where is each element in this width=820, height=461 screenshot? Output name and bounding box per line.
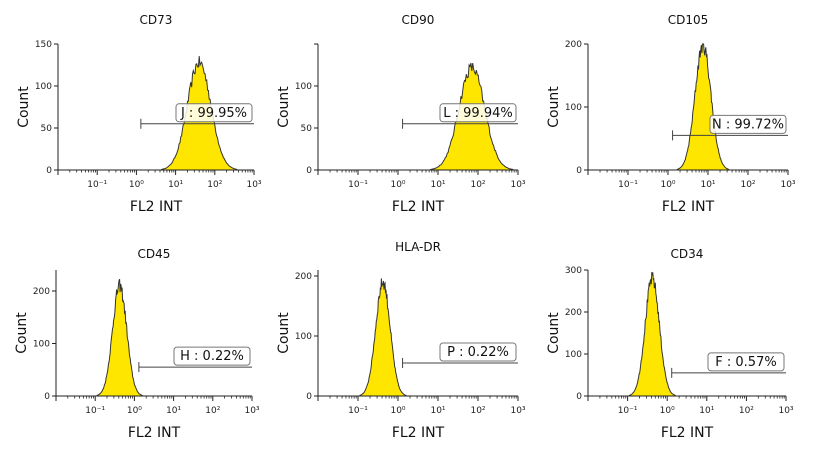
x-tick-label: 10¹ xyxy=(166,406,181,416)
histogram-area xyxy=(359,278,407,397)
y-tick-label: 100 xyxy=(565,103,582,113)
x-tick-label: 10³ xyxy=(510,406,525,416)
y-axis-label: Count xyxy=(16,86,32,128)
y-axis-label: Count xyxy=(14,312,30,354)
y-tick-label: 0 xyxy=(46,166,52,176)
x-tick-label: 10³ xyxy=(778,406,793,416)
histogram-area xyxy=(96,278,143,397)
x-tick-label: 10¹ xyxy=(430,180,445,190)
gate-label-box xyxy=(439,103,517,123)
x-tick-label: 10⁻¹ xyxy=(87,180,107,190)
x-axis-label: FL2 INT xyxy=(662,199,715,215)
y-tick-label: 0 xyxy=(44,392,50,402)
x-axis-label: FL2 INT xyxy=(130,199,183,215)
histogram-panel-5: HLA-DR 0 100 200 10⁻¹ 10⁰ 10¹ 10² 10³ FL2 INT Coun… xyxy=(276,240,526,441)
x-tick-label: 10¹ xyxy=(430,406,445,416)
x-tick-label: 10⁰ xyxy=(127,406,142,416)
y-axis-label: Count xyxy=(276,312,292,354)
x-axis-label: FL2 INT xyxy=(661,425,714,441)
y-tick-label: 200 xyxy=(33,287,50,297)
x-tick-label: 10⁰ xyxy=(660,180,675,190)
y-tick-label: 300 xyxy=(565,266,582,276)
panel-title: CD73 xyxy=(140,13,173,27)
x-tick-label: 10⁻¹ xyxy=(618,180,638,190)
y-tick-label: 50 xyxy=(301,124,313,134)
gate-label: L : 99.94% xyxy=(443,106,512,121)
histogram-panel-1: CD73 0 50 100 150 10⁻¹ 10⁰ 10¹ 10² 10³ FL2 INT Coun… xyxy=(16,13,262,215)
x-tick-label: 10³ xyxy=(510,180,525,190)
x-tick-label: 10⁰ xyxy=(660,406,675,416)
x-tick-label: 10⁻¹ xyxy=(618,406,638,416)
y-tick-label: 100 xyxy=(295,82,312,92)
gate-label-box xyxy=(175,103,253,123)
gate-label-box xyxy=(707,352,785,372)
gate-label: J : 99.95% xyxy=(180,106,247,121)
histogram-panel-2: CD90 0 50 100 10⁻¹ 10⁰ 10¹ 10² 10³ FL2 INT Count L … xyxy=(276,13,526,215)
x-tick-label: 10² xyxy=(207,180,222,190)
y-tick-label: 100 xyxy=(295,332,312,342)
x-axis-label: FL2 INT xyxy=(392,199,445,215)
histogram-panel-4: CD45 0 100 200 10⁻¹ 10⁰ 10¹ 10² 10³ FL2 INT Count H… xyxy=(14,247,260,441)
gate-label: F : 0.57% xyxy=(715,355,776,370)
x-tick-label: 10² xyxy=(739,406,754,416)
panel-title: CD34 xyxy=(671,247,704,261)
x-tick-label: 10¹ xyxy=(700,180,715,190)
x-tick-label: 10² xyxy=(470,180,485,190)
x-tick-label: 10⁻¹ xyxy=(348,406,368,416)
x-tick-label: 10⁰ xyxy=(390,180,405,190)
x-tick-label: 10³ xyxy=(244,406,259,416)
y-axis-label: Count xyxy=(276,86,292,128)
y-tick-label: 0 xyxy=(576,166,582,176)
x-tick-label: 10⁻¹ xyxy=(85,406,105,416)
y-tick-label: 150 xyxy=(35,40,52,50)
x-tick-label: 10⁰ xyxy=(390,406,405,416)
histogram-area xyxy=(676,43,730,171)
x-tick-label: 10³ xyxy=(246,180,261,190)
gate-label: H : 0.22% xyxy=(180,349,244,364)
x-tick-label: 10² xyxy=(205,406,220,416)
x-tick-label: 10¹ xyxy=(168,180,183,190)
y-tick-label: 0 xyxy=(576,392,582,402)
histogram-area xyxy=(629,271,676,397)
gate-label-box xyxy=(173,346,251,366)
y-tick-label: 200 xyxy=(565,308,582,318)
gate-label-box xyxy=(439,342,517,362)
panel-title: HLA-DR xyxy=(395,240,441,254)
panel-title: CD45 xyxy=(138,247,171,261)
x-tick-label: 10² xyxy=(470,406,485,416)
histogram-panel-6: CD34 0 100 200 300 10⁻¹ 10⁰ 10¹ 10² 10³ FL2 INT Cou… xyxy=(546,247,794,441)
panel-title: CD90 xyxy=(402,13,435,27)
y-axis-label: Count xyxy=(546,86,562,128)
y-tick-label: 50 xyxy=(41,124,53,134)
histogram-panel-3: CD105 0 100 200 10⁻¹ 10⁰ 10¹ 10² 10³ FL2 INT Count… xyxy=(546,13,796,215)
gate-label: P : 0.22% xyxy=(447,345,509,360)
gate-label: N : 99.72% xyxy=(712,117,784,132)
y-tick-label: 0 xyxy=(306,392,312,402)
y-axis-label: Count xyxy=(546,312,562,354)
x-axis-label: FL2 INT xyxy=(128,425,181,441)
y-tick-label: 0 xyxy=(306,166,312,176)
x-tick-label: 10³ xyxy=(780,180,795,190)
y-tick-label: 200 xyxy=(295,272,312,282)
y-tick-label: 100 xyxy=(33,340,50,350)
x-axis-label: FL2 INT xyxy=(392,425,445,441)
panel-title: CD105 xyxy=(668,13,709,27)
x-tick-label: 10⁰ xyxy=(129,180,144,190)
gate-label-box xyxy=(709,114,787,134)
y-tick-label: 200 xyxy=(565,40,582,50)
x-tick-label: 10¹ xyxy=(699,406,714,416)
x-tick-label: 10⁻¹ xyxy=(348,180,368,190)
y-tick-label: 100 xyxy=(35,82,52,92)
y-tick-label: 100 xyxy=(565,350,582,360)
x-tick-label: 10² xyxy=(740,180,755,190)
